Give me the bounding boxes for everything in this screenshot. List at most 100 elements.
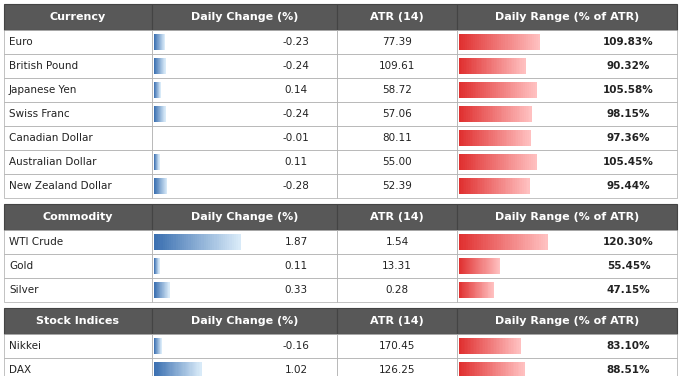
Bar: [163, 234, 165, 250]
Bar: [457, 278, 677, 302]
Bar: [232, 234, 234, 250]
Bar: [521, 82, 524, 98]
Bar: [491, 338, 493, 354]
Bar: [530, 34, 532, 50]
Bar: [157, 178, 158, 194]
Text: Nikkei: Nikkei: [9, 341, 41, 351]
Bar: [159, 178, 160, 194]
Text: Canadian Dollar: Canadian Dollar: [9, 133, 92, 143]
Bar: [159, 106, 160, 122]
Bar: [171, 362, 172, 376]
Bar: [504, 154, 506, 170]
Bar: [480, 178, 482, 194]
Bar: [465, 154, 467, 170]
Bar: [500, 106, 503, 122]
Bar: [462, 362, 464, 376]
Bar: [161, 58, 163, 74]
Bar: [160, 106, 161, 122]
Bar: [494, 82, 496, 98]
Bar: [182, 362, 184, 376]
Bar: [520, 362, 522, 376]
Bar: [481, 106, 483, 122]
Bar: [464, 106, 466, 122]
Bar: [181, 362, 183, 376]
Text: Euro: Euro: [9, 37, 33, 47]
Bar: [506, 106, 508, 122]
Bar: [477, 258, 479, 274]
Bar: [500, 338, 503, 354]
Bar: [483, 178, 486, 194]
Bar: [493, 258, 494, 274]
Bar: [462, 282, 463, 298]
Text: -0.16: -0.16: [283, 341, 309, 351]
Bar: [160, 178, 161, 194]
Bar: [158, 106, 159, 122]
Bar: [463, 154, 465, 170]
Bar: [180, 362, 182, 376]
Bar: [462, 130, 465, 146]
Bar: [475, 154, 477, 170]
Bar: [471, 82, 473, 98]
Bar: [163, 58, 164, 74]
Bar: [488, 82, 490, 98]
Bar: [164, 106, 165, 122]
Bar: [160, 234, 163, 250]
Bar: [532, 234, 534, 250]
Bar: [465, 282, 466, 298]
Bar: [481, 58, 483, 74]
Bar: [166, 282, 167, 298]
Bar: [501, 178, 503, 194]
Bar: [189, 362, 191, 376]
Bar: [166, 362, 167, 376]
Bar: [474, 58, 476, 74]
Bar: [171, 234, 174, 250]
Bar: [511, 34, 514, 50]
Bar: [473, 154, 475, 170]
Bar: [496, 338, 498, 354]
Bar: [161, 58, 162, 74]
Bar: [527, 154, 529, 170]
Bar: [238, 234, 241, 250]
Bar: [514, 234, 517, 250]
Bar: [517, 154, 520, 170]
Bar: [159, 178, 160, 194]
Text: -0.01: -0.01: [283, 133, 309, 143]
Bar: [158, 58, 160, 74]
Bar: [497, 58, 499, 74]
Bar: [465, 258, 466, 274]
Bar: [493, 282, 494, 298]
Bar: [162, 106, 163, 122]
Bar: [508, 362, 510, 376]
Bar: [522, 362, 525, 376]
Bar: [521, 154, 524, 170]
Bar: [506, 82, 508, 98]
Text: 109.83%: 109.83%: [603, 37, 654, 47]
Bar: [169, 234, 172, 250]
Bar: [156, 338, 157, 354]
Bar: [477, 282, 478, 298]
Bar: [501, 362, 503, 376]
Bar: [498, 362, 500, 376]
Bar: [484, 282, 486, 298]
Bar: [459, 106, 461, 122]
Bar: [4, 278, 152, 302]
Bar: [509, 106, 512, 122]
Bar: [157, 34, 158, 50]
Bar: [504, 82, 506, 98]
Bar: [160, 34, 161, 50]
Text: 77.39: 77.39: [382, 37, 412, 47]
Bar: [490, 282, 491, 298]
Bar: [503, 338, 505, 354]
Bar: [152, 334, 337, 358]
Bar: [534, 154, 537, 170]
Bar: [466, 178, 469, 194]
Text: Stock Indices: Stock Indices: [37, 316, 120, 326]
Bar: [155, 338, 156, 354]
Bar: [487, 258, 488, 274]
Bar: [469, 282, 471, 298]
Bar: [155, 58, 156, 74]
Bar: [483, 282, 485, 298]
Text: Japanese Yen: Japanese Yen: [9, 85, 78, 95]
Bar: [466, 58, 468, 74]
Bar: [484, 130, 486, 146]
